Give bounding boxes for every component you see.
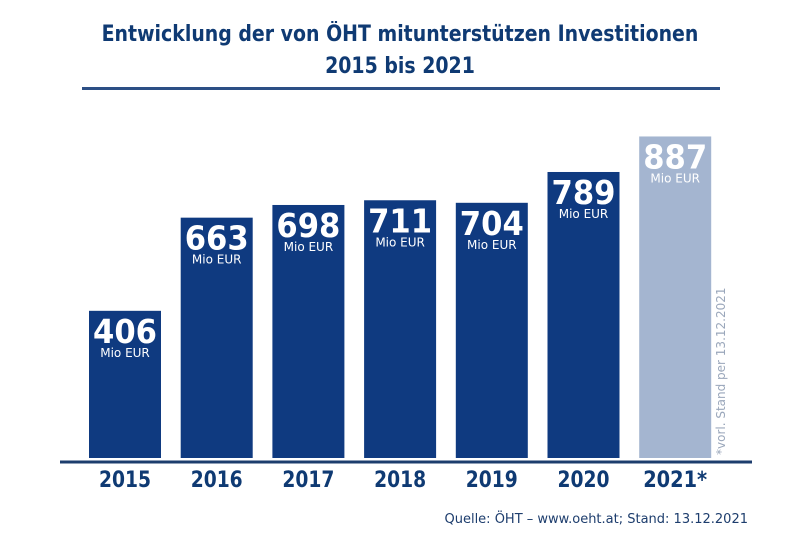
chart-subtitle: 2015 bis 2021 (325, 54, 475, 79)
value-label: 887 (643, 137, 707, 176)
value-label: 711 (368, 201, 432, 240)
source-note: Quelle: ÖHT – www.oeht.at; Stand: 13.12.… (444, 512, 748, 527)
x-tick-label: 2016 (191, 468, 243, 493)
x-tick-label: 2018 (374, 468, 426, 493)
preliminary-footnote: *vorl. Stand per 13.12.2021 (714, 287, 728, 455)
unit-label: Mio EUR (650, 171, 700, 185)
bar-2015 (89, 310, 161, 458)
bar-2018 (364, 200, 437, 458)
chart-title: Entwicklung der von ÖHT mitunterstützen … (101, 22, 699, 47)
x-tick-label: 2017 (282, 468, 334, 493)
bar-2020 (547, 171, 620, 459)
x-tick-label: 2015 (99, 468, 151, 493)
x-tick-label: 2020 (558, 468, 610, 493)
x-tick-label: 2019 (466, 468, 518, 493)
value-label: 663 (185, 219, 249, 258)
value-label: 406 (93, 312, 157, 351)
title-divider (82, 87, 720, 90)
x-tick-label: 2021* (643, 468, 707, 493)
unit-label: Mio EUR (559, 207, 609, 221)
bar-2016 (180, 217, 253, 458)
bar-2021 (639, 136, 712, 458)
value-label: 789 (552, 173, 616, 212)
unit-label: Mio EUR (284, 240, 334, 254)
unit-label: Mio EUR (100, 346, 150, 360)
unit-label: Mio EUR (375, 235, 425, 249)
unit-label: Mio EUR (192, 253, 242, 267)
value-label: 698 (276, 206, 340, 245)
bar-2019 (455, 202, 528, 458)
value-label: 704 (460, 204, 524, 243)
unit-label: Mio EUR (467, 238, 517, 252)
bar-2017 (272, 204, 345, 458)
